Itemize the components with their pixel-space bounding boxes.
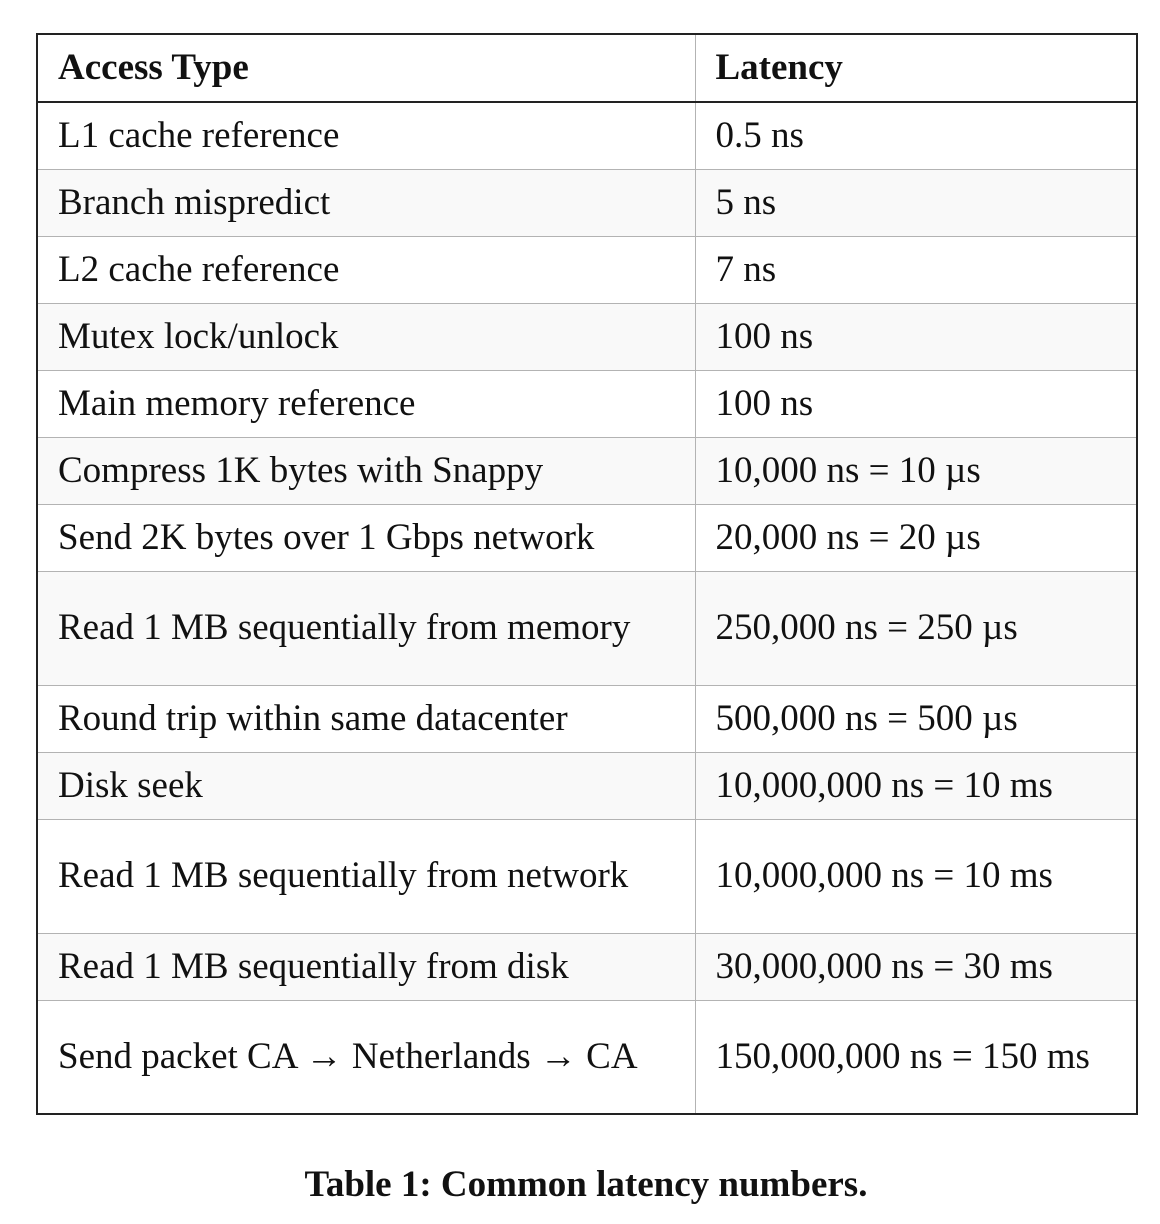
cell-access-type: Disk seek xyxy=(36,751,696,820)
cell-latency: 5 ns xyxy=(694,168,1138,237)
cell-access-type: Main memory reference xyxy=(36,369,696,438)
cell-access-type: Branch mispredict xyxy=(36,168,696,237)
table-row: Read 1 MB sequentially from memory 250,0… xyxy=(36,570,1138,686)
table-row: Compress 1K bytes with Snappy 10,000 ns … xyxy=(36,436,1138,505)
table-caption: Table 1: Common latency numbers. xyxy=(304,1164,868,1205)
table-row: Send packet CA → Netherlands → CA 150,00… xyxy=(36,999,1138,1115)
table-row: Main memory reference 100 ns xyxy=(36,369,1138,438)
cell-access-type: Read 1 MB sequentially from disk xyxy=(36,932,696,1001)
cell-access-type: Mutex lock/unlock xyxy=(36,302,696,371)
table-row: Branch mispredict 5 ns xyxy=(36,168,1138,237)
cell-latency: 7 ns xyxy=(694,235,1138,304)
cell-access-type: Send 2K bytes over 1 Gbps network xyxy=(36,503,696,572)
cell-access-type: L1 cache reference xyxy=(36,101,696,170)
header-access-type: Access Type xyxy=(36,33,696,103)
cell-latency: 250,000 ns = 250 µs xyxy=(694,570,1138,686)
table-row: Mutex lock/unlock 100 ns xyxy=(36,302,1138,371)
table-row: Read 1 MB sequentially from disk 30,000,… xyxy=(36,932,1138,1001)
cell-latency: 150,000,000 ns = 150 ms xyxy=(694,999,1138,1115)
cell-latency: 10,000 ns = 10 µs xyxy=(694,436,1138,505)
cell-latency: 10,000,000 ns = 10 ms xyxy=(694,818,1138,934)
cell-access-type: Read 1 MB sequentially from memory xyxy=(36,570,696,686)
cell-access-type: L2 cache reference xyxy=(36,235,696,304)
latency-table-container: Access Type Latency L1 cache reference 0… xyxy=(36,33,1138,1115)
latency-table: Access Type Latency L1 cache reference 0… xyxy=(36,33,1138,1115)
table-row: Read 1 MB sequentially from network 10,0… xyxy=(36,818,1138,934)
cell-latency: 100 ns xyxy=(694,369,1138,438)
table-row: Disk seek 10,000,000 ns = 10 ms xyxy=(36,751,1138,820)
cell-latency: 10,000,000 ns = 10 ms xyxy=(694,751,1138,820)
cell-access-type: Send packet CA → Netherlands → CA xyxy=(36,999,696,1115)
table-row: L1 cache reference 0.5 ns xyxy=(36,101,1138,170)
cell-latency: 0.5 ns xyxy=(694,101,1138,170)
cell-latency: 20,000 ns = 20 µs xyxy=(694,503,1138,572)
cell-access-type: Round trip within same datacenter xyxy=(36,684,696,753)
table-row: Send 2K bytes over 1 Gbps network 20,000… xyxy=(36,503,1138,572)
header-latency: Latency xyxy=(694,33,1138,103)
cell-access-type: Compress 1K bytes with Snappy xyxy=(36,436,696,505)
table-row: Round trip within same datacenter 500,00… xyxy=(36,684,1138,753)
cell-latency: 100 ns xyxy=(694,302,1138,371)
table-header-row: Access Type Latency xyxy=(36,33,1138,103)
cell-latency: 30,000,000 ns = 30 ms xyxy=(694,932,1138,1001)
cell-access-type: Read 1 MB sequentially from network xyxy=(36,818,696,934)
cell-latency: 500,000 ns = 500 µs xyxy=(694,684,1138,753)
table-row: L2 cache reference 7 ns xyxy=(36,235,1138,304)
